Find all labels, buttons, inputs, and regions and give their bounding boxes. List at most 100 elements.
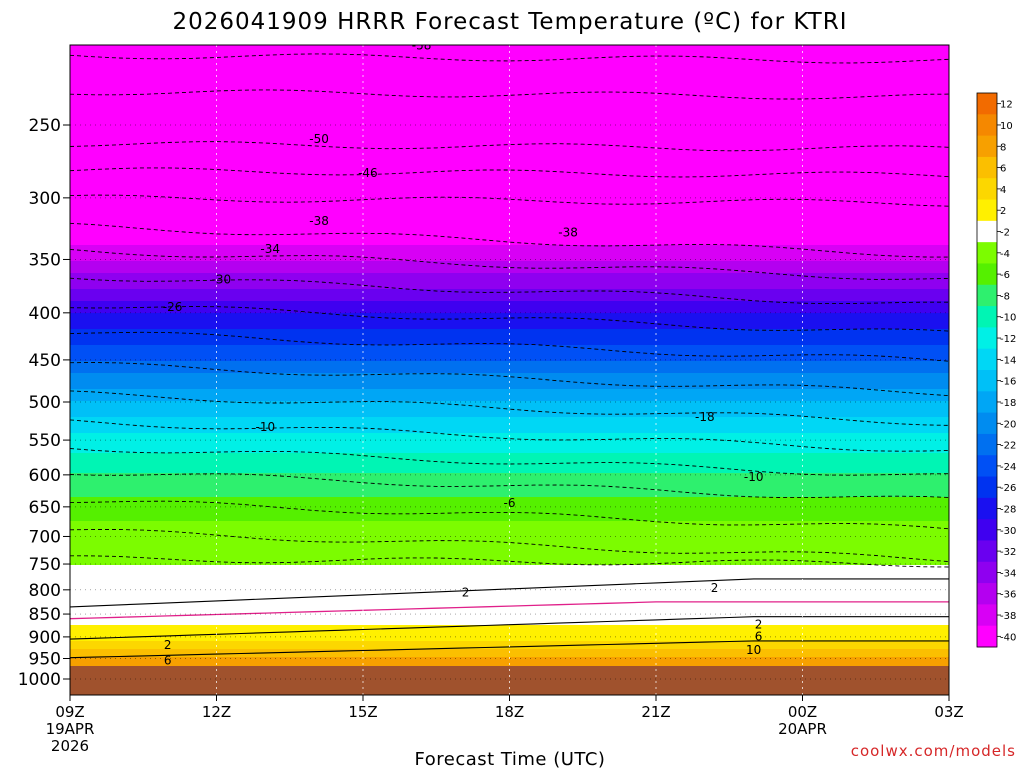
colorbar-swatch xyxy=(977,348,997,371)
temperature-band xyxy=(70,89,949,94)
temperature-band xyxy=(70,105,949,110)
temperature-band xyxy=(70,441,949,446)
colorbar-swatch xyxy=(977,135,997,158)
colorbar-swatch xyxy=(977,476,997,499)
x-tick-label: 20APR xyxy=(778,720,827,738)
colorbar-label: -22 xyxy=(1000,441,1016,452)
colorbar-swatch xyxy=(977,497,997,520)
colorbar-swatch xyxy=(977,263,997,286)
colorbar-swatch xyxy=(977,433,997,456)
contour-label: -6 xyxy=(504,496,516,510)
temperature-band xyxy=(70,485,949,490)
contour-label: -18 xyxy=(695,410,715,424)
y-tick-label: 800 xyxy=(29,581,61,601)
colorbar-label: -4 xyxy=(1000,249,1010,260)
y-tick-label: 850 xyxy=(29,605,61,625)
colorbar-label: 12 xyxy=(1000,100,1013,111)
x-tick-label: 2026 xyxy=(51,737,89,755)
y-tick-label: 650 xyxy=(29,498,61,518)
contour-label: -50 xyxy=(309,132,329,146)
temperature-band xyxy=(70,449,949,454)
temperature-band xyxy=(70,453,949,458)
temperature-band xyxy=(70,641,949,646)
temperature-band xyxy=(70,429,949,434)
temperature-band xyxy=(70,461,949,466)
x-tick-label: 00Z xyxy=(788,703,817,721)
x-tick-label: 18Z xyxy=(495,703,524,721)
colorbar-label: 8 xyxy=(1000,142,1006,153)
contour-label: -10 xyxy=(256,420,276,434)
temperature-band xyxy=(70,189,949,194)
contour-line-solid xyxy=(70,578,949,608)
colorbar-label: -8 xyxy=(1000,291,1010,302)
colorbar-label: -30 xyxy=(1000,526,1016,537)
colorbar-label: -38 xyxy=(1000,611,1016,622)
plot-area: -58-50-46-38-38-34-30-26-18-10-10-62 2226… xyxy=(70,45,949,695)
temperature-band xyxy=(70,621,949,626)
colorbar-label: -10 xyxy=(1000,313,1016,324)
temperature-band xyxy=(70,585,949,590)
colorbar-label: 2 xyxy=(1000,206,1006,217)
colorbar-swatch xyxy=(977,93,997,115)
contour-label: 6 xyxy=(164,654,172,668)
temperature-band xyxy=(70,113,949,118)
x-tick-label: 09Z xyxy=(55,703,84,721)
temperature-band xyxy=(70,333,949,338)
temperature-band xyxy=(70,285,949,290)
contour-label: 10 xyxy=(746,643,761,657)
temperature-band xyxy=(70,653,949,658)
contour-label: -46 xyxy=(358,166,378,180)
temperature-band xyxy=(70,165,949,170)
colorbar-label: -2 xyxy=(1000,228,1010,239)
temperature-band xyxy=(70,45,949,50)
colorbar-swatch xyxy=(977,114,997,137)
temperature-band xyxy=(70,77,949,82)
temperature-band xyxy=(70,341,949,346)
temperature-band xyxy=(70,425,949,430)
temperature-band xyxy=(70,317,949,322)
colorbar-swatch xyxy=(977,625,997,648)
temperature-band xyxy=(70,597,949,602)
colorbar-label: -16 xyxy=(1000,377,1016,388)
temperature-band xyxy=(70,177,949,182)
y-tick-label: 400 xyxy=(29,304,61,324)
colorbar-swatch xyxy=(977,242,997,264)
colorbar-swatch xyxy=(977,519,997,541)
temperature-band xyxy=(70,629,949,634)
temperature-band xyxy=(70,533,949,538)
colorbar-swatch xyxy=(977,306,997,328)
temperature-band xyxy=(70,309,949,314)
y-tick-label: 600 xyxy=(29,466,61,486)
y-tick-label: 500 xyxy=(29,393,61,413)
temperature-band xyxy=(70,557,949,562)
temperature-band xyxy=(70,393,949,398)
colorbar-label: -32 xyxy=(1000,547,1016,558)
y-tick-label: 250 xyxy=(29,116,61,136)
temperature-band xyxy=(70,417,949,422)
colorbar-label: -34 xyxy=(1000,568,1016,579)
colorbar-swatch xyxy=(977,455,997,478)
temperature-band xyxy=(70,297,949,302)
temperature-band xyxy=(70,293,949,298)
colorbar-swatch xyxy=(977,370,997,392)
chart-title: 2026041909 HRRR Forecast Temperature (ºC… xyxy=(172,9,847,35)
temperature-band xyxy=(70,369,949,374)
temperature-band xyxy=(70,549,949,554)
temperature-band xyxy=(70,521,949,526)
temperature-band xyxy=(70,125,949,130)
y-tick-label: 300 xyxy=(29,189,61,209)
temperature-band xyxy=(70,81,949,86)
temperature-band xyxy=(70,381,949,386)
temperature-band xyxy=(70,57,949,62)
temperature-band xyxy=(70,329,949,334)
colorbar-swatch xyxy=(977,412,997,435)
colorbar-swatch xyxy=(977,561,997,584)
x-axis-label: Forecast Time (UTC) xyxy=(415,749,606,768)
colorbar-label: 10 xyxy=(1000,121,1013,132)
grid-lines xyxy=(70,45,949,695)
temperature-band xyxy=(70,65,949,70)
colorbar-swatch xyxy=(977,178,997,201)
temperature-band xyxy=(70,657,949,662)
colorbar-label: -26 xyxy=(1000,483,1016,494)
temperature-band xyxy=(70,473,949,478)
